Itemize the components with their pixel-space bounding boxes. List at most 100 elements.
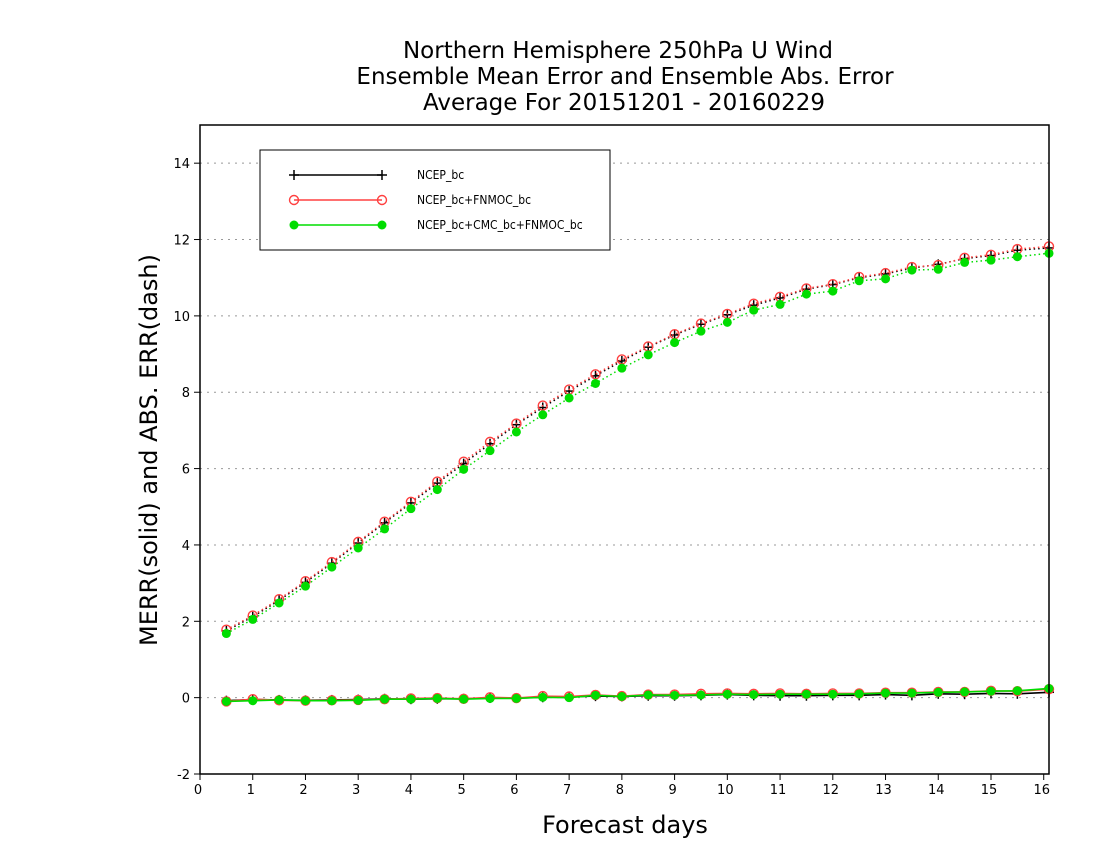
series-3-abs-error-point [406,504,416,514]
legend-entry-1: NCEP_bc [289,168,464,182]
series-3-abs-error-point [327,562,337,572]
y-tick-label: 14 [173,157,190,172]
series-3-abs-error-line [226,252,1050,635]
grid-lines [200,162,1049,775]
legend-marker-start-2 [288,194,300,206]
y-tick-label: 0 [182,692,190,707]
legend-marker-end-3 [377,220,387,230]
x-tick-label: 3 [352,783,360,798]
series-3-abs-error-point [485,446,495,456]
series-3-abs-error-point [459,464,469,474]
series-3-abs-error-point [881,274,891,284]
series-1-abs-error-line [226,247,1050,632]
series-3 [221,248,1054,706]
series-3-abs-error-point [749,305,759,315]
series-3-mean-error-point [248,696,258,706]
x-tick-label: 4 [405,783,413,798]
series-3-abs-error-point [221,629,231,639]
legend-label-2: NCEP_bc+FNMOC_bc [417,193,531,207]
x-axis-title: Forecast days [542,811,708,839]
series-3-mean-error-point [881,688,891,698]
series-3-abs-error-point [511,427,521,437]
series-3-abs-error-point [696,326,706,336]
series-3-abs-error-point [828,286,838,296]
chart-title-line-2: Ensemble Mean Error and Ensemble Abs. Er… [356,64,894,90]
x-tick-label: 14 [928,783,945,798]
series-3-abs-error-point [564,393,574,403]
x-tick-label: 1 [247,783,255,798]
series-layer [221,241,1055,707]
series-3-mean-error-point [459,694,469,704]
series-3-mean-error-point [907,688,917,698]
series-3-abs-error-point [353,543,363,553]
x-tick-label: 8 [616,783,624,798]
series-3-abs-error-point [986,255,996,265]
x-tick-label: 11 [770,783,787,798]
series-3-mean-error-point [670,690,680,700]
series-3-mean-error-point [1012,686,1022,696]
x-tick-label: 12 [823,783,840,798]
series-3-mean-error-point [986,686,996,696]
legend-marker-end-2 [376,194,388,206]
legend-entry-2: NCEP_bc+FNMOC_bc [288,193,531,207]
series-3-mean-error-point [749,690,759,700]
series-2-abs-error-point [590,369,601,380]
series-3-mean-error-point [221,696,231,706]
series-3-abs-error-point [775,299,785,309]
legend-marker-start-3 [289,220,299,230]
legend-entry-3: NCEP_bc+CMC_bc+FNMOC_bc [289,218,583,232]
series-3-mean-error-point [432,693,442,703]
legend-label-3: NCEP_bc+CMC_bc+FNMOC_bc [417,218,583,232]
series-3-abs-error-point [643,350,653,360]
y-tick-label: 10 [173,310,190,325]
series-2-abs-error-point [537,400,548,411]
series-3-abs-error-point [801,289,811,299]
series-3-mean-error-point [485,693,495,703]
series-3-mean-error-point [353,695,363,705]
series-3-abs-error-point [933,264,943,274]
series-3-mean-error-point [775,689,785,699]
y-tick-label: 4 [182,539,190,554]
series-3-mean-error-point [538,692,548,702]
series-3-mean-error-point [828,689,838,699]
plot-area-frame [199,124,1050,775]
chart-title-line-1: Northern Hemisphere 250hPa U Wind [403,38,833,64]
series-3-mean-error-point [274,695,284,705]
series-3-mean-error-point [960,687,970,697]
series-3-abs-error-point [1012,252,1022,262]
y-tick-label: 2 [182,615,190,630]
x-tick-label: 6 [510,783,518,798]
x-tick-label: 0 [194,783,202,798]
series-3-mean-error-point [380,694,390,704]
series-3-mean-error-point [696,690,706,700]
series-3-abs-error-point [300,581,310,591]
series-3-abs-error-point [670,338,680,348]
x-tick-label: 9 [668,783,676,798]
series-3-abs-error-point [617,363,627,373]
series-3-mean-error-point [643,690,653,700]
x-tick-label: 13 [875,783,892,798]
legend-entries: NCEP_bc NCEP_bc+FNMOC_bc NCEP_bc+CMC_bc+FN… [288,168,583,232]
series-3-mean-error-point [327,696,337,706]
series-3-abs-error-point [274,598,284,608]
x-tick-label: 15 [981,783,998,798]
series-2 [221,241,1055,707]
series-3-abs-error-point [907,265,917,275]
x-tick-label: 16 [1033,783,1050,798]
series-3-abs-error-point [248,614,258,624]
y-tick-label: 8 [182,386,190,401]
legend-marker-start-1 [289,170,299,180]
series-3-mean-error-point [300,696,310,706]
y-tick-label: -2 [177,768,190,783]
x-tick-label: 2 [299,783,307,798]
x-tick-label: 5 [458,783,466,798]
series-3-abs-error-point [722,317,732,327]
series-3-mean-error-point [564,693,574,703]
series-3-abs-error-point [380,524,390,534]
series-3-mean-error-point [933,687,943,697]
series-3-abs-error-point [960,257,970,267]
series-3-mean-error-point [590,690,600,700]
chart-title-line-3: Average For 20151201 - 20160229 [423,90,825,116]
